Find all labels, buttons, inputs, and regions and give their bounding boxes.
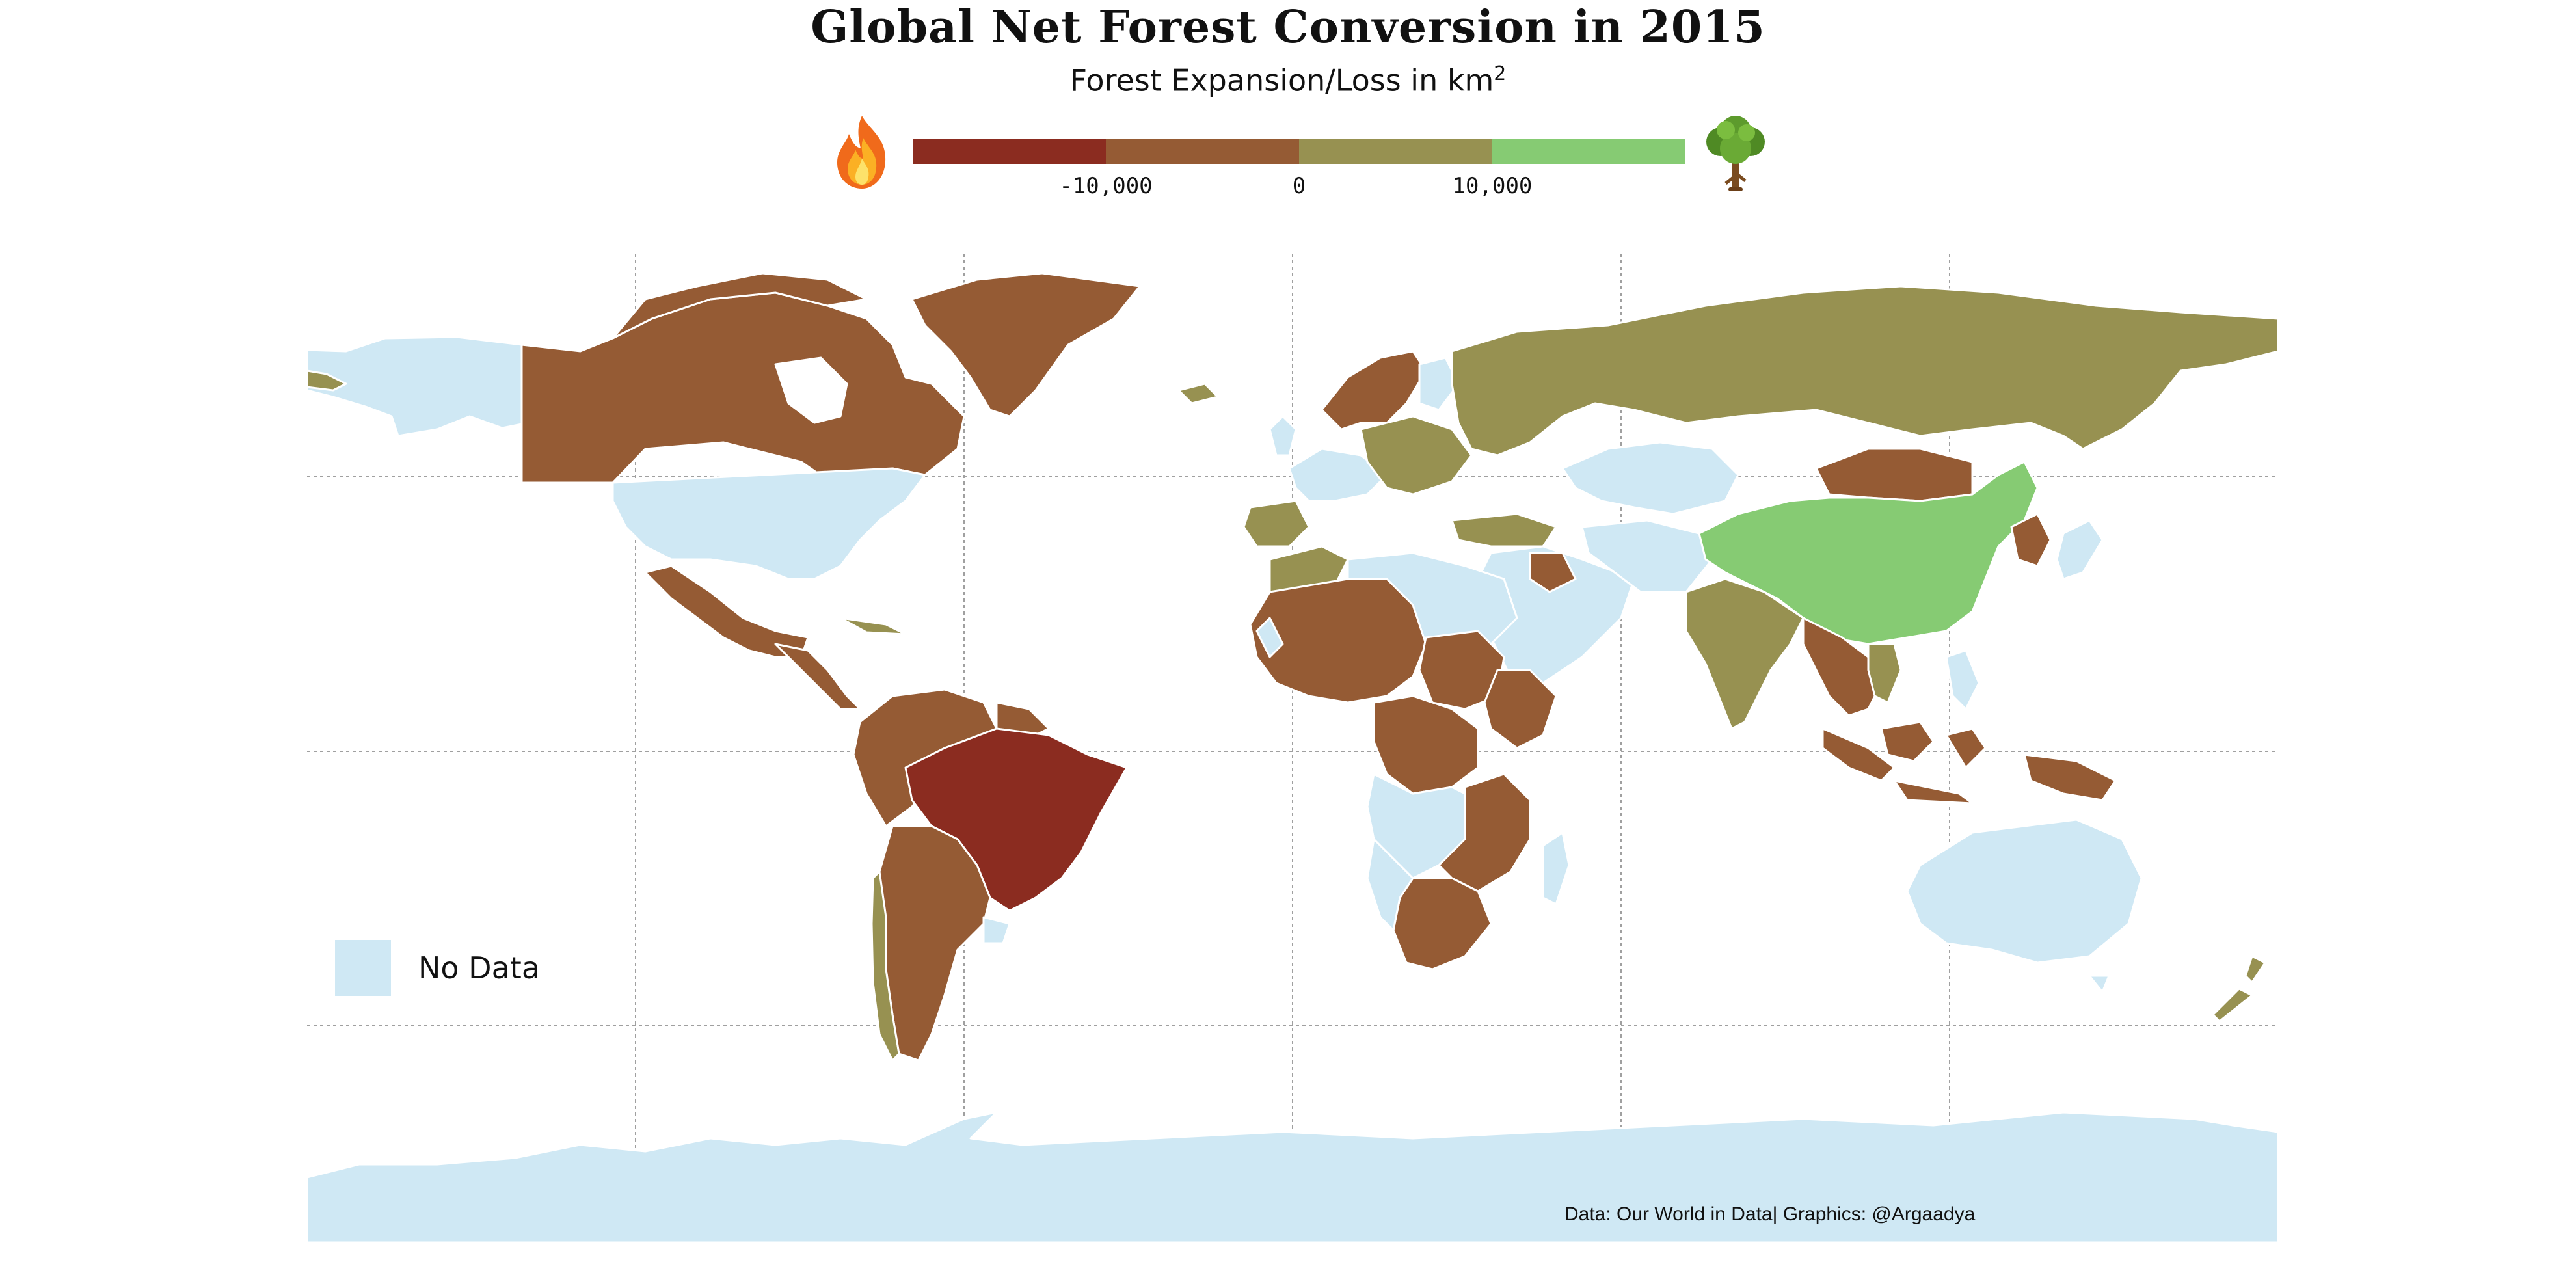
- subtitle-superscript: 2: [1494, 62, 1507, 85]
- country-kazakhstan: [1561, 441, 1739, 515]
- country-central-america: [774, 643, 861, 710]
- country-tasmania: [2088, 974, 2110, 993]
- country-new-zealand: [2212, 955, 2266, 1023]
- country-turkey: [1451, 513, 1557, 548]
- country-australia: [1906, 818, 2143, 964]
- country-antarctica: [306, 1111, 2279, 1244]
- country-namibia: [1366, 838, 1414, 932]
- country-alaska: [306, 336, 523, 437]
- country-russia: [1451, 285, 2279, 457]
- country-indonesia-2: [1880, 721, 1935, 762]
- map-title: Global Net Forest Conversion in 2015: [811, 1, 1765, 53]
- map-subtitle: Forest Expansion/Loss in km2: [0, 62, 2576, 98]
- country-canada: [520, 291, 965, 484]
- country-south-africa: [1392, 877, 1492, 971]
- country-mexico: [644, 565, 809, 658]
- country-china: [1698, 461, 2039, 645]
- tree-icon: [1700, 111, 1771, 195]
- country-finland: [1418, 356, 1460, 411]
- country-madagascar: [1542, 831, 1570, 906]
- country-east-africa: [1483, 669, 1557, 749]
- country-iceland: [1177, 382, 1219, 405]
- country-russia-east-edge: [306, 369, 347, 392]
- world-map-svg: [306, 254, 2279, 1244]
- legend-segment-1: [913, 139, 1106, 164]
- country-usa: [611, 467, 926, 580]
- country-indonesia-4: [1893, 779, 1974, 805]
- country-southeast-asia: [1802, 617, 1883, 717]
- legend-tick-label: 0: [1292, 173, 1306, 199]
- subtitle-text: Forest Expansion/Loss in km: [1069, 62, 1494, 98]
- country-cuba: [839, 617, 907, 636]
- no-data-legend: No Data: [335, 940, 540, 996]
- data-credit: Data: Our World in Data| Graphics: @Arga…: [1564, 1203, 1976, 1225]
- hudson-bay: [774, 356, 848, 424]
- country-central-europe: [1360, 415, 1473, 496]
- country-mongolia: [1815, 448, 1974, 502]
- legend-tick-label: 10,000: [1452, 173, 1533, 199]
- country-west-coast: [1255, 617, 1284, 658]
- country-korea: [2010, 513, 2052, 567]
- legend-colorbar: [913, 139, 1685, 164]
- country-iberia: [1242, 500, 1310, 548]
- country-sudan: [1418, 630, 1505, 710]
- country-india: [1685, 578, 1805, 730]
- country-japan: [2056, 519, 2104, 580]
- country-scandinavia: [1321, 350, 1427, 431]
- legend-segment-3: [1299, 139, 1492, 164]
- fire-icon: [829, 111, 894, 195]
- country-uruguay: [982, 916, 1011, 945]
- country-vietnam: [1867, 643, 1902, 704]
- no-data-label: No Data: [418, 950, 541, 986]
- country-indonesia-3: [1945, 727, 1987, 769]
- legend-segment-4: [1492, 139, 1685, 164]
- legend-segment-2: [1106, 139, 1299, 164]
- country-western-europe: [1288, 448, 1388, 502]
- country-central-africa: [1373, 695, 1479, 795]
- no-data-swatch: [335, 940, 391, 996]
- legend-ticks: -10,000 0 10,000: [0, 173, 2576, 206]
- country-sahel: [1249, 578, 1427, 704]
- country-canada-islands: [611, 272, 868, 340]
- country-iraq: [1529, 552, 1577, 593]
- country-greenland: [911, 272, 1141, 418]
- country-indonesia-1: [1821, 727, 1896, 782]
- legend-tick-label: -10,000: [1059, 173, 1153, 199]
- country-new-guinea: [2023, 753, 2117, 801]
- world-map: [306, 254, 2279, 1244]
- country-philippines: [1945, 649, 1980, 710]
- country-southeast-africa: [1438, 773, 1531, 892]
- country-chile: [870, 870, 900, 1062]
- country-uk: [1268, 415, 1297, 457]
